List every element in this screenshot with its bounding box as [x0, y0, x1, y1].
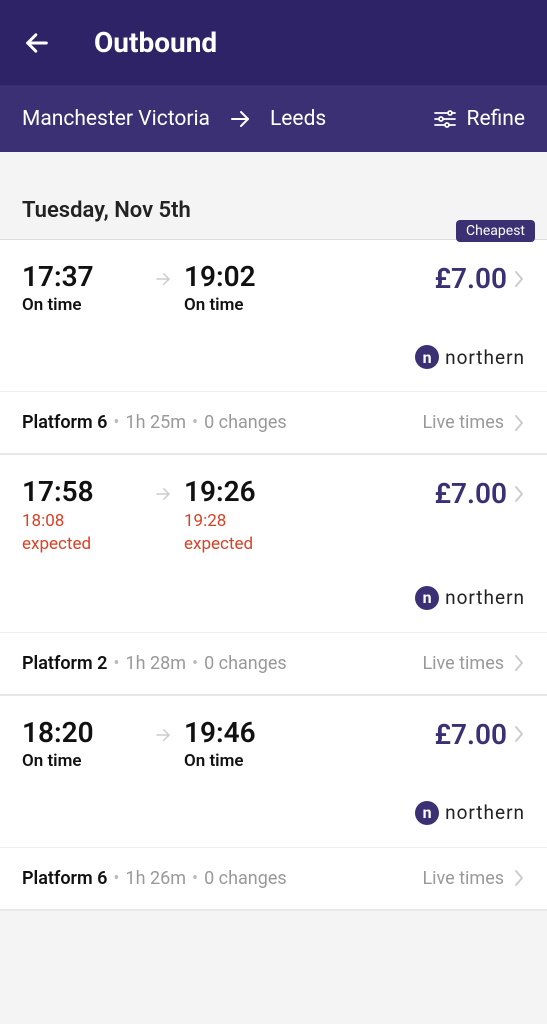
platform-label: Platform 6 — [22, 412, 107, 433]
operator-row: n northern — [0, 315, 547, 391]
departure-col: 17:5818:08expected — [22, 475, 142, 556]
sliders-icon — [433, 109, 457, 129]
route-to: Leeds — [270, 107, 326, 131]
route-from: Manchester Victoria — [22, 107, 210, 131]
arrow-right-icon — [142, 475, 184, 503]
cheapest-badge: Cheapest — [456, 220, 535, 242]
departure-status: On time — [22, 751, 142, 771]
journey-footer: Platform 6 • 1h 26m • 0 changes Live times — [0, 847, 547, 909]
chevron-right-icon — [513, 269, 525, 289]
dot-separator: • — [192, 868, 198, 889]
live-times-button[interactable]: Live times — [422, 868, 525, 889]
arrival-time: 19:26 — [184, 475, 344, 508]
dot-separator: • — [192, 412, 198, 433]
duration-label: 1h 25m — [125, 412, 186, 433]
operator-logo-icon: n — [415, 345, 439, 369]
platform-label: Platform 6 — [22, 868, 107, 889]
dot-separator: • — [113, 868, 119, 889]
arrow-left-icon — [23, 29, 51, 57]
journey-card[interactable]: 18:20On time19:46On time£7.00nnorthernPl… — [0, 696, 547, 911]
price: £7.00 — [434, 718, 525, 751]
arrival-status: 19:28expected — [184, 510, 344, 556]
price-col: £7.00 — [434, 716, 525, 751]
departure-time: 17:37 — [22, 260, 142, 293]
departure-status: On time — [22, 295, 142, 315]
journey-card[interactable]: Cheapest17:37On time19:02On time£7.00nno… — [0, 240, 547, 455]
journey-main: 17:37On time19:02On time£7.00 — [0, 240, 547, 315]
departure-col: 18:20On time — [22, 716, 142, 771]
platform-label: Platform 2 — [22, 653, 107, 674]
route-bar: Manchester Victoria Leeds Refine — [0, 85, 547, 152]
duration-label: 1h 28m — [125, 653, 186, 674]
dot-separator: • — [192, 653, 198, 674]
dot-separator: • — [113, 653, 119, 674]
operator-logo-icon: n — [415, 586, 439, 610]
arrow-right-icon — [228, 107, 252, 131]
journey-main: 18:20On time19:46On time£7.00 — [0, 696, 547, 771]
arrival-col: 19:2619:28expected — [184, 475, 344, 556]
journeys-list: Cheapest17:37On time19:02On time£7.00nno… — [0, 240, 547, 911]
operator-name: northern — [445, 801, 525, 824]
changes-label: 0 changes — [204, 412, 287, 433]
arrival-time: 19:02 — [184, 260, 344, 293]
departure-status: 18:08expected — [22, 510, 142, 556]
price-col: £7.00 — [434, 475, 525, 510]
changes-label: 0 changes — [204, 868, 287, 889]
refine-label: Refine — [467, 107, 525, 131]
price: £7.00 — [434, 477, 525, 510]
arrival-col: 19:02On time — [184, 260, 344, 315]
page-title: Outbound — [94, 26, 217, 59]
app-header: Outbound — [0, 0, 547, 85]
changes-label: 0 changes — [204, 653, 287, 674]
price: £7.00 — [434, 262, 525, 295]
dot-separator: • — [113, 412, 119, 433]
back-button[interactable] — [20, 26, 54, 60]
journey-footer: Platform 6 • 1h 25m • 0 changes Live times — [0, 391, 547, 453]
live-times-button[interactable]: Live times — [422, 412, 525, 433]
operator-name: northern — [445, 586, 525, 609]
operator-logo-icon: n — [415, 801, 439, 825]
departure-col: 17:37On time — [22, 260, 142, 315]
arrival-time: 19:46 — [184, 716, 344, 749]
journey-footer: Platform 2 • 1h 28m • 0 changes Live times — [0, 632, 547, 694]
operator-row: n northern — [0, 556, 547, 632]
journey-main: 17:5818:08expected 19:2619:28expected £7.0… — [0, 455, 547, 556]
refine-button[interactable]: Refine — [433, 107, 525, 131]
operator-name: northern — [445, 346, 525, 369]
duration-label: 1h 26m — [125, 868, 186, 889]
arrival-status: On time — [184, 295, 344, 315]
arrow-right-icon — [142, 716, 184, 744]
price-col: £7.00 — [434, 260, 525, 295]
live-times-button[interactable]: Live times — [422, 653, 525, 674]
journey-card[interactable]: 17:5818:08expected 19:2619:28expected £7.0… — [0, 455, 547, 696]
chevron-right-icon — [513, 484, 525, 504]
departure-time: 18:20 — [22, 716, 142, 749]
departure-time: 17:58 — [22, 475, 142, 508]
arrival-status: On time — [184, 751, 344, 771]
arrow-right-icon — [142, 260, 184, 288]
operator-row: n northern — [0, 771, 547, 847]
arrival-col: 19:46On time — [184, 716, 344, 771]
chevron-right-icon — [513, 724, 525, 744]
